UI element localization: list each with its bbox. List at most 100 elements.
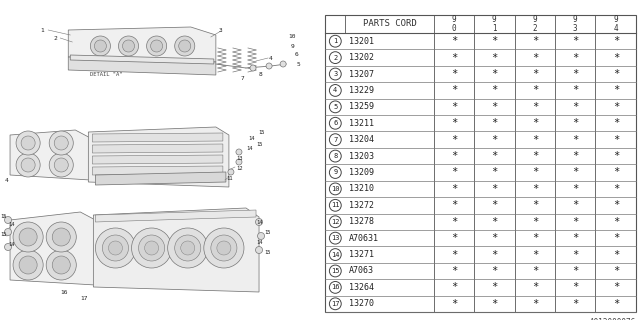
Circle shape bbox=[236, 159, 242, 165]
Circle shape bbox=[250, 65, 256, 71]
Text: 2: 2 bbox=[53, 36, 57, 42]
Text: *: * bbox=[451, 282, 457, 292]
Text: 13204: 13204 bbox=[349, 135, 374, 144]
Text: 4: 4 bbox=[333, 87, 337, 93]
Circle shape bbox=[102, 235, 129, 261]
Text: *: * bbox=[572, 217, 579, 227]
Text: *: * bbox=[532, 135, 538, 145]
Text: 4: 4 bbox=[269, 55, 273, 60]
Text: 14: 14 bbox=[8, 222, 15, 228]
Circle shape bbox=[330, 183, 341, 195]
Text: *: * bbox=[532, 250, 538, 260]
Text: *: * bbox=[572, 69, 579, 79]
Polygon shape bbox=[92, 166, 223, 175]
Text: *: * bbox=[572, 233, 579, 243]
Text: *: * bbox=[572, 200, 579, 210]
Text: *: * bbox=[451, 250, 457, 260]
Text: *: * bbox=[532, 184, 538, 194]
Text: 3: 3 bbox=[219, 28, 223, 33]
Text: *: * bbox=[451, 151, 457, 161]
Text: *: * bbox=[491, 118, 497, 128]
Circle shape bbox=[4, 244, 12, 251]
Text: *: * bbox=[612, 184, 619, 194]
Text: *: * bbox=[451, 36, 457, 46]
Text: *: * bbox=[612, 266, 619, 276]
Text: *: * bbox=[451, 217, 457, 227]
Text: 13: 13 bbox=[331, 235, 340, 241]
Circle shape bbox=[147, 36, 166, 56]
Text: *: * bbox=[612, 52, 619, 63]
Circle shape bbox=[280, 61, 286, 67]
Text: *: * bbox=[451, 85, 457, 95]
Text: *: * bbox=[451, 69, 457, 79]
Text: *: * bbox=[491, 167, 497, 178]
Text: *: * bbox=[491, 184, 497, 194]
Text: *: * bbox=[451, 167, 457, 178]
Text: *: * bbox=[572, 85, 579, 95]
Text: 8: 8 bbox=[259, 73, 263, 77]
Text: 16: 16 bbox=[60, 290, 68, 294]
Text: *: * bbox=[572, 266, 579, 276]
Circle shape bbox=[330, 35, 341, 47]
Text: 8: 8 bbox=[333, 153, 337, 159]
Circle shape bbox=[13, 250, 43, 280]
Text: 13207: 13207 bbox=[349, 69, 374, 78]
Circle shape bbox=[330, 298, 341, 310]
Circle shape bbox=[330, 249, 341, 260]
Text: 5: 5 bbox=[333, 104, 337, 110]
Text: *: * bbox=[491, 151, 497, 161]
Circle shape bbox=[255, 246, 262, 253]
Circle shape bbox=[49, 153, 74, 177]
Circle shape bbox=[330, 265, 341, 277]
Circle shape bbox=[21, 136, 35, 150]
Polygon shape bbox=[68, 27, 216, 62]
Circle shape bbox=[150, 40, 163, 52]
Text: *: * bbox=[532, 299, 538, 309]
Text: *: * bbox=[572, 299, 579, 309]
Text: *: * bbox=[491, 200, 497, 210]
Circle shape bbox=[16, 131, 40, 155]
Text: *: * bbox=[451, 135, 457, 145]
Circle shape bbox=[145, 241, 159, 255]
Text: *: * bbox=[612, 217, 619, 227]
Text: 9
3: 9 3 bbox=[573, 15, 577, 33]
Text: *: * bbox=[532, 151, 538, 161]
Text: 13203: 13203 bbox=[349, 152, 374, 161]
Circle shape bbox=[211, 235, 237, 261]
Text: *: * bbox=[451, 184, 457, 194]
Text: 11: 11 bbox=[331, 202, 340, 208]
Circle shape bbox=[330, 52, 341, 64]
Text: 13201: 13201 bbox=[349, 37, 374, 46]
Text: 6: 6 bbox=[294, 52, 298, 58]
Text: 1: 1 bbox=[333, 38, 337, 44]
Circle shape bbox=[52, 256, 70, 274]
Text: 13202: 13202 bbox=[349, 53, 374, 62]
Text: *: * bbox=[532, 282, 538, 292]
Circle shape bbox=[54, 158, 68, 172]
Text: A012000076: A012000076 bbox=[589, 318, 636, 320]
Text: *: * bbox=[532, 102, 538, 112]
Text: 6: 6 bbox=[333, 120, 337, 126]
Text: 1: 1 bbox=[40, 28, 44, 33]
Circle shape bbox=[16, 153, 40, 177]
Text: 9: 9 bbox=[290, 44, 294, 50]
Text: *: * bbox=[572, 282, 579, 292]
Text: *: * bbox=[491, 102, 497, 112]
Text: *: * bbox=[612, 167, 619, 178]
Text: 13259: 13259 bbox=[349, 102, 374, 111]
Text: *: * bbox=[532, 36, 538, 46]
Text: 15: 15 bbox=[331, 268, 340, 274]
Text: 7: 7 bbox=[241, 76, 244, 81]
Text: 14: 14 bbox=[246, 146, 252, 150]
Polygon shape bbox=[92, 144, 223, 153]
Text: 9
0: 9 0 bbox=[451, 15, 456, 33]
Circle shape bbox=[175, 36, 195, 56]
Text: 7: 7 bbox=[333, 137, 337, 143]
Circle shape bbox=[330, 199, 341, 211]
Polygon shape bbox=[92, 133, 223, 142]
Text: A70631: A70631 bbox=[349, 234, 380, 243]
Text: *: * bbox=[491, 36, 497, 46]
Circle shape bbox=[255, 219, 262, 226]
Circle shape bbox=[330, 232, 341, 244]
Text: DETAIL "A": DETAIL "A" bbox=[90, 71, 123, 76]
